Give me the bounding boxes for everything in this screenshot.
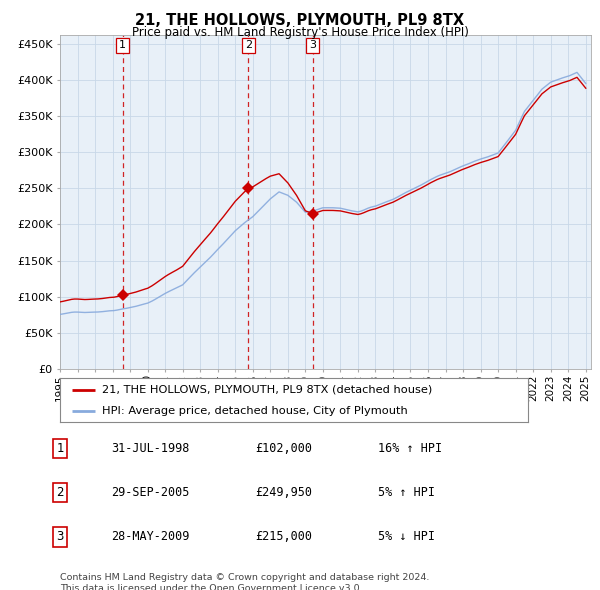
Text: HPI: Average price, detached house, City of Plymouth: HPI: Average price, detached house, City…: [102, 406, 408, 416]
Text: 5% ↑ HPI: 5% ↑ HPI: [378, 486, 435, 499]
Text: 21, THE HOLLOWS, PLYMOUTH, PL9 8TX (detached house): 21, THE HOLLOWS, PLYMOUTH, PL9 8TX (deta…: [102, 385, 433, 395]
Text: Contains HM Land Registry data © Crown copyright and database right 2024.
This d: Contains HM Land Registry data © Crown c…: [60, 573, 430, 590]
Text: 31-JUL-1998: 31-JUL-1998: [111, 442, 190, 455]
Text: 1: 1: [119, 40, 126, 50]
Text: 5% ↓ HPI: 5% ↓ HPI: [378, 530, 435, 543]
Text: 29-SEP-2005: 29-SEP-2005: [111, 486, 190, 499]
Text: 21, THE HOLLOWS, PLYMOUTH, PL9 8TX: 21, THE HOLLOWS, PLYMOUTH, PL9 8TX: [136, 13, 464, 28]
Text: 2: 2: [245, 40, 252, 50]
Text: 3: 3: [309, 40, 316, 50]
Text: 16% ↑ HPI: 16% ↑ HPI: [378, 442, 442, 455]
Text: 1: 1: [56, 442, 64, 455]
Text: Price paid vs. HM Land Registry's House Price Index (HPI): Price paid vs. HM Land Registry's House …: [131, 26, 469, 39]
Text: £215,000: £215,000: [255, 530, 312, 543]
Text: 28-MAY-2009: 28-MAY-2009: [111, 530, 190, 543]
Text: 3: 3: [56, 530, 64, 543]
Text: 2: 2: [56, 486, 64, 499]
Text: £102,000: £102,000: [255, 442, 312, 455]
Text: £249,950: £249,950: [255, 486, 312, 499]
